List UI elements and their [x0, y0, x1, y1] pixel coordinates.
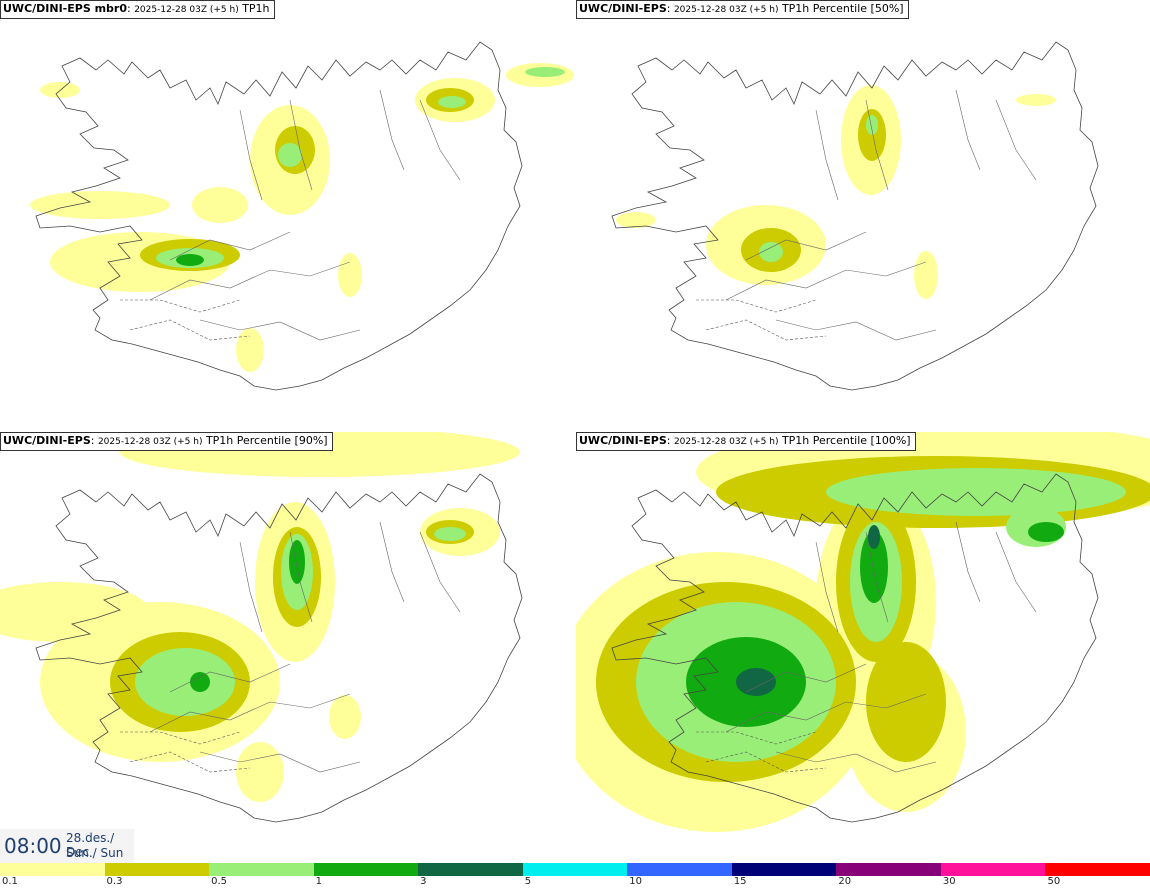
legend-label: 15: [733, 876, 747, 887]
run-stamp: 2025-12-28 03Z (+5 h): [134, 5, 239, 15]
legend-label: 3: [420, 876, 427, 887]
run-stamp: 2025-12-28 03Z (+5 h): [97, 437, 203, 447]
panel-title: UWC/DINI-EPS: 2025-12-28 03Z (+5 h) TP1h…: [0, 432, 333, 451]
legend-swatch: [522, 863, 628, 876]
legend-swatch: [836, 863, 941, 876]
legend-swatch: [418, 863, 523, 876]
map-panel-p90: UWC/DINI-EPS: 2025-12-28 03Z (+5 h) TP1h…: [0, 432, 574, 862]
legend-label: 50: [1047, 876, 1061, 887]
precip-map: [576, 432, 1150, 832]
legend-label: 5: [524, 876, 532, 887]
model-name: UWC/DINI-EPS: [579, 2, 667, 15]
legend-label: 20: [838, 876, 852, 887]
valid-time: 08:00: [4, 834, 62, 858]
run-stamp: 2025-12-28 03Z (+5 h): [673, 5, 779, 15]
valid-weekday: Sun./ Sun: [66, 846, 124, 860]
panel-title: UWC/DINI-EPS mbr0: 2025-12-28 03Z (+5 h)…: [0, 0, 275, 19]
field-name: TP1h Percentile [90%]: [205, 434, 328, 447]
legend-swatch: [731, 863, 837, 876]
precip-map: [30, 41, 574, 391]
map-panel-p50: UWC/DINI-EPS: 2025-12-28 03Z (+5 h) TP1h…: [576, 0, 1150, 430]
legend-label: 10: [629, 876, 642, 887]
field-name: TP1h Percentile [100%]: [781, 434, 911, 447]
valid-time-box: 08:00 28.des./ Dec Sun./ Sun: [0, 829, 134, 863]
model-name: UWC/DINI-EPS: [3, 434, 91, 447]
precip-field: [616, 85, 1056, 299]
legend-swatch: [1045, 863, 1150, 876]
field-name: TP1h Percentile [50%]: [781, 2, 904, 15]
legend-swatch: [104, 863, 210, 876]
legend-label: 30: [942, 876, 956, 887]
legend-swatch: [209, 863, 314, 876]
legend-label: 0.5: [211, 876, 227, 887]
legend-swatch: [627, 863, 732, 876]
legend-swatch: [313, 863, 419, 876]
panel-title: UWC/DINI-EPS: 2025-12-28 03Z (+5 h) TP1h…: [576, 432, 916, 451]
map-panel-p100: UWC/DINI-EPS: 2025-12-28 03Z (+5 h) TP1h…: [576, 432, 1150, 862]
legend-label: 0.1: [2, 876, 18, 887]
legend-label: 1: [315, 876, 322, 887]
legend-colorbar: [0, 863, 1150, 876]
precip-field: [0, 432, 520, 802]
run-stamp: 2025-12-28 03Z (+5 h): [673, 437, 779, 447]
color-legend: 0.1 0.3 0.5 1 3 5 10 15 20 30 50: [0, 863, 1150, 891]
precip-map: [611, 41, 1099, 391]
panel-title: UWC/DINI-EPS: 2025-12-28 03Z (+5 h) TP1h…: [576, 0, 909, 19]
field-name: TP1h: [242, 2, 270, 15]
legend-swatch: [940, 863, 1046, 876]
model-name: UWC/DINI-EPS mbr0: [3, 2, 127, 15]
valid-date: 28.des./ Dec: [66, 831, 115, 859]
model-name: UWC/DINI-EPS: [579, 434, 667, 447]
legend-label: 0.3: [106, 876, 123, 887]
precip-field: [30, 63, 574, 372]
map-panel-mbr0: UWC/DINI-EPS mbr0: 2025-12-28 03Z (+5 h)…: [0, 0, 574, 430]
legend-swatch: [0, 863, 105, 876]
precip-map: [0, 432, 523, 823]
